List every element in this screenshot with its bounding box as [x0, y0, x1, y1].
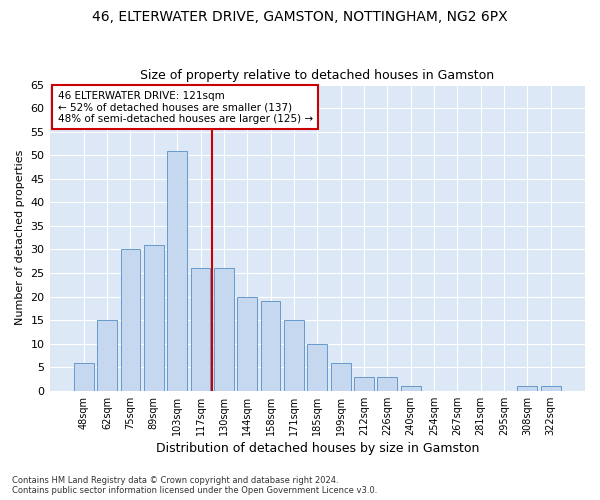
Bar: [121, 250, 140, 391]
Bar: [331, 362, 350, 391]
Y-axis label: Number of detached properties: Number of detached properties: [15, 150, 25, 326]
Text: 46, ELTERWATER DRIVE, GAMSTON, NOTTINGHAM, NG2 6PX: 46, ELTERWATER DRIVE, GAMSTON, NOTTINGHA…: [92, 10, 508, 24]
Bar: [541, 386, 560, 391]
Title: Size of property relative to detached houses in Gamston: Size of property relative to detached ho…: [140, 69, 494, 82]
Bar: [214, 268, 234, 391]
Bar: [167, 150, 187, 391]
Bar: [401, 386, 421, 391]
Bar: [354, 376, 374, 391]
Text: Contains HM Land Registry data © Crown copyright and database right 2024.
Contai: Contains HM Land Registry data © Crown c…: [12, 476, 377, 495]
Bar: [191, 268, 211, 391]
Text: 46 ELTERWATER DRIVE: 121sqm
← 52% of detached houses are smaller (137)
48% of se: 46 ELTERWATER DRIVE: 121sqm ← 52% of det…: [58, 90, 313, 124]
Bar: [517, 386, 538, 391]
Bar: [377, 376, 397, 391]
Bar: [284, 320, 304, 391]
Bar: [260, 302, 280, 391]
Bar: [97, 320, 117, 391]
Bar: [238, 296, 257, 391]
Bar: [144, 245, 164, 391]
Bar: [74, 362, 94, 391]
X-axis label: Distribution of detached houses by size in Gamston: Distribution of detached houses by size …: [155, 442, 479, 455]
Bar: [307, 344, 327, 391]
